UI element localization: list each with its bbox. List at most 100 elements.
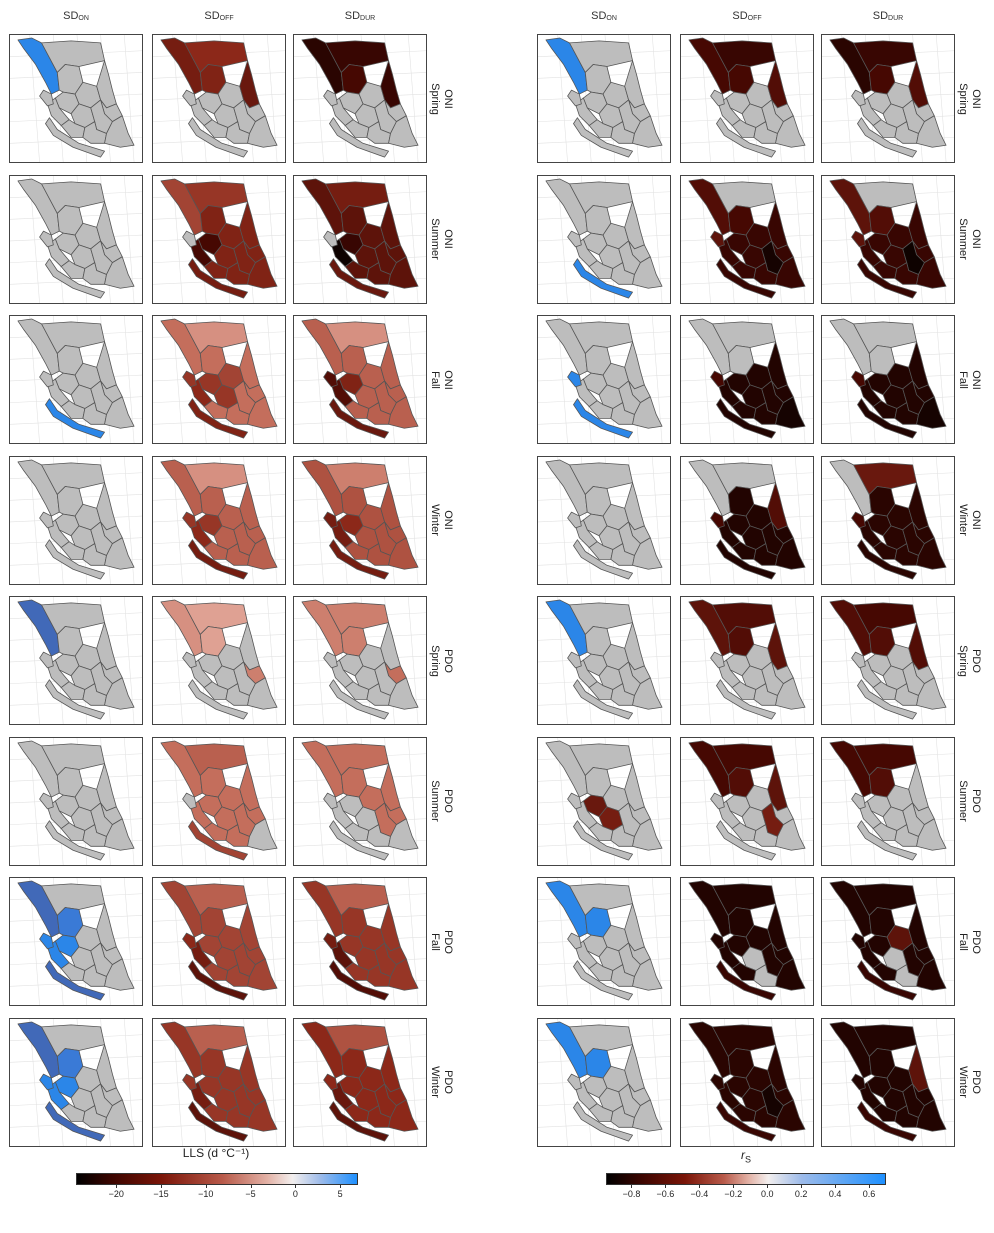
left-colorbar-tick-mark [340,1185,342,1188]
right-map-oni-winter-on [537,455,671,585]
left-map-oni-fall-off [152,315,286,444]
left-map-oni-summer-off [152,174,286,304]
right-map-oni-summer-off [680,174,814,304]
right-map-pdo-winter-on [537,1017,671,1147]
right-map-pdo-summer-off [680,736,814,866]
right-map-oni-fall-dur [821,315,955,444]
right-colorbar-tick-label: −0.8 [622,1189,641,1199]
left-colorbar [76,1173,358,1185]
right-map-pdo-summer-on [537,736,671,866]
left-col-header-on: SDON [63,10,89,22]
right-colorbar-tick-label: 0.6 [862,1189,876,1199]
right-colorbar [606,1173,886,1185]
left-map-pdo-spring-dur [293,596,427,725]
left-map-oni-spring-on [9,34,143,163]
left-map-pdo-spring-on [9,596,143,725]
left-row-label-oni-fall: ONI Fall [429,369,454,390]
right-map-pdo-spring-on [537,596,671,725]
left-map-pdo-spring-off [152,596,286,725]
left-map-oni-spring-off [152,34,286,163]
left-map-oni-spring-dur [293,34,427,163]
left-map-oni-fall-on [9,315,143,444]
left-row-label-oni-summer: ONI Summer [429,218,454,260]
right-map-pdo-fall-off [680,877,814,1006]
right-map-oni-fall-on [537,315,671,444]
left-map-pdo-winter-dur [293,1017,427,1147]
left-colorbar-tick-label: −5 [245,1189,256,1199]
left-col-header-off: SDOFF [204,10,234,22]
right-colorbar-tick-mark [801,1185,803,1188]
left-map-oni-winter-on [9,455,143,585]
right-colorbar-tick-mark [665,1185,667,1188]
left-map-pdo-summer-off [152,736,286,866]
left-map-pdo-winter-on [9,1017,143,1147]
right-colorbar-tick-mark [699,1185,701,1188]
left-map-pdo-summer-dur [293,736,427,866]
right-col-header-dur: SDDUR [872,10,904,22]
right-row-label-pdo-summer: PDO Summer [957,780,982,822]
right-colorbar-tick-label: 0.4 [828,1189,842,1199]
right-map-oni-spring-off [680,34,814,163]
right-map-oni-winter-off [680,455,814,585]
right-map-pdo-spring-off [680,596,814,725]
right-row-label-pdo-spring: PDO Spring [957,644,982,677]
right-map-oni-summer-on [537,174,671,304]
left-row-label-oni-spring: ONI Spring [429,82,454,115]
left-row-label-pdo-winter: PDO Winter [429,1066,454,1098]
left-row-label-oni-winter: ONI Winter [429,504,454,536]
right-col-header-off: SDOFF [732,10,762,22]
left-row-label-pdo-spring: PDO Spring [429,644,454,677]
left-map-pdo-fall-on [9,877,143,1006]
left-colorbar-tick-label: 5 [337,1189,343,1199]
right-colorbar-tick-mark [869,1185,871,1188]
left-colorbar-tick-mark [205,1185,207,1188]
left-row-label-pdo-summer: PDO Summer [429,780,454,822]
right-map-pdo-winter-off [680,1017,814,1147]
right-map-oni-spring-dur [821,34,955,163]
left-map-pdo-summer-on [9,736,143,866]
right-map-pdo-spring-dur [821,596,955,725]
left-map-pdo-winter-off [152,1017,286,1147]
right-row-label-pdo-winter: PDO Winter [957,1066,982,1098]
left-colorbar-tick-label: −15 [153,1189,169,1199]
left-map-oni-fall-dur [293,315,427,444]
right-map-oni-summer-dur [821,174,955,304]
left-map-oni-summer-dur [293,174,427,304]
right-colorbar-tick-label: 0.0 [760,1189,774,1199]
right-colorbar-tick-label: 0.2 [794,1189,808,1199]
left-map-pdo-fall-off [152,877,286,1006]
right-row-label-oni-summer: ONI Summer [957,218,982,260]
left-colorbar-tick-label: −20 [108,1189,124,1199]
right-row-label-oni-spring: ONI Spring [957,82,982,115]
left-map-oni-winter-dur [293,455,427,585]
left-map-pdo-fall-dur [293,877,427,1006]
right-map-pdo-winter-dur [821,1017,955,1147]
right-map-pdo-fall-on [537,877,671,1006]
left-col-header-dur: SDDUR [344,10,376,22]
right-col-header-on: SDON [591,10,617,22]
right-colorbar-tick-mark [767,1185,769,1188]
right-colorbar-tick-label: −0.4 [690,1189,709,1199]
left-colorbar-tick-mark [161,1185,163,1188]
left-colorbar-title: LLS (d °C⁻¹) [182,1146,250,1160]
right-colorbar-tick-label: −0.2 [724,1189,743,1199]
left-map-oni-winter-off [152,455,286,585]
left-row-label-pdo-fall: PDO Fall [429,929,454,954]
right-row-label-pdo-fall: PDO Fall [957,929,982,954]
right-row-label-oni-winter: ONI Winter [957,504,982,536]
right-colorbar-title: rS [596,1148,896,1164]
left-colorbar-tick-mark [295,1185,297,1188]
right-colorbar-tick-label: −0.6 [656,1189,675,1199]
left-colorbar-tick-label: −10 [198,1189,214,1199]
right-map-pdo-summer-dur [821,736,955,866]
left-colorbar-tick-mark [116,1185,118,1188]
right-colorbar-tick-mark [631,1185,633,1188]
right-row-label-oni-fall: ONI Fall [957,369,982,390]
right-colorbar-title-sub: S [744,1154,751,1165]
left-map-oni-summer-on [9,174,143,304]
right-colorbar-tick-mark [835,1185,837,1188]
right-map-oni-winter-dur [821,455,955,585]
right-colorbar-title-base: r [740,1148,745,1162]
right-map-oni-fall-off [680,315,814,444]
right-colorbar-tick-mark [733,1185,735,1188]
